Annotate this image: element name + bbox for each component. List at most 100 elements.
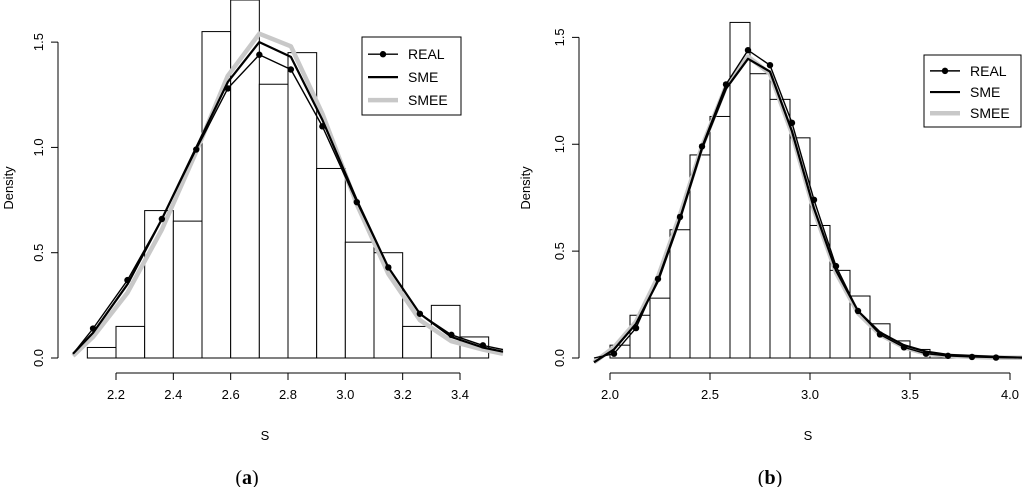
histogram-bar xyxy=(749,73,771,359)
chart-panel-a: 2.2 2.4 2.6 2.8 3.0 3.2 3.4 0.0 0.5 1.0 1.5 S Den… xyxy=(1,0,504,487)
x-axis-a: 2.2 2.4 2.6 2.8 3.0 3.2 3.4 xyxy=(107,372,469,402)
series-line-sme xyxy=(593,57,1023,364)
legend-label-sme: SME xyxy=(970,84,1000,100)
y-tick-label: 0.5 xyxy=(552,242,567,260)
series-point-real xyxy=(676,213,684,221)
series-line-sme xyxy=(72,40,504,355)
series-point-real xyxy=(992,354,1000,361)
panel-label-b-letter: b xyxy=(764,467,775,487)
series-point-real xyxy=(698,143,706,150)
x-tick-label: 2.4 xyxy=(164,387,182,402)
y-tick-label: 0.0 xyxy=(31,349,46,367)
series-point-real xyxy=(654,275,662,283)
histogram-bar xyxy=(769,98,791,359)
series-point-real xyxy=(416,310,424,317)
series-point-real xyxy=(158,215,166,223)
series-point-real xyxy=(722,81,730,88)
x-tick-label: 3.2 xyxy=(394,387,412,402)
y-axis-a: 0.0 0.5 1.0 1.5 xyxy=(31,33,59,367)
y-tick-label: 1.5 xyxy=(552,28,567,46)
histogram-bar xyxy=(669,229,691,359)
histogram-bar xyxy=(789,137,811,359)
series-line-smee xyxy=(71,31,504,358)
x-axis-label-b: S xyxy=(804,428,813,443)
series-line-real xyxy=(593,49,1019,359)
y-tick-label: 0.5 xyxy=(31,244,46,262)
histogram-bar xyxy=(115,325,146,359)
histogram-bar xyxy=(287,52,318,359)
panel-label-a: (a) xyxy=(235,467,258,487)
legend-label-real: REAL xyxy=(408,46,445,62)
density-curves-a xyxy=(71,31,504,358)
x-tick-label: 3.0 xyxy=(336,387,354,402)
series-point-real xyxy=(832,262,840,270)
legend-b: REAL SME SMEE xyxy=(923,54,1022,128)
x-tick-label: 2.2 xyxy=(107,387,125,402)
legend-label-smee: SMEE xyxy=(970,105,1010,121)
histogram-bar xyxy=(172,220,203,359)
y-tick-label: 1.0 xyxy=(31,138,46,156)
legend-label-smee: SMEE xyxy=(408,92,448,108)
histogram-bar xyxy=(649,297,671,359)
legend-label-sme: SME xyxy=(408,69,438,85)
series-point-real xyxy=(744,47,752,54)
series-point-real xyxy=(448,331,455,339)
series-point-real xyxy=(193,146,200,153)
series-point-real xyxy=(766,61,774,69)
series-point-real xyxy=(944,352,952,360)
series-point-real xyxy=(876,331,884,338)
y-axis-label-a: Density xyxy=(1,166,16,210)
x-tick-label: 3.0 xyxy=(801,387,819,402)
histogram-bar xyxy=(629,314,651,359)
series-point-real xyxy=(922,350,930,357)
series-point-real xyxy=(224,85,231,92)
series-point-real xyxy=(385,264,392,271)
legend-a: REAL SME SMEE xyxy=(361,36,462,116)
x-tick-label: 4.0 xyxy=(1001,387,1019,402)
series-point-real xyxy=(632,324,640,332)
panel-label-a-letter: a xyxy=(242,467,252,487)
histogram-bar xyxy=(86,346,117,359)
legend-marker-real xyxy=(379,51,387,58)
panel-label-b: (b) xyxy=(758,467,782,487)
series-point-real xyxy=(900,344,908,351)
y-tick-label: 0.0 xyxy=(552,349,567,367)
x-axis-label-a: S xyxy=(261,428,270,443)
series-point-real xyxy=(353,198,360,206)
x-axis-b: 2.0 2.5 3.0 3.5 4.0 xyxy=(601,372,1019,402)
series-point-real xyxy=(479,342,487,349)
histogram-bar xyxy=(344,241,375,359)
x-tick-label: 3.4 xyxy=(451,387,469,402)
series-point-real xyxy=(810,196,818,204)
series-point-real xyxy=(854,307,862,315)
y-tick-label: 1.5 xyxy=(31,33,46,51)
x-tick-label: 2.0 xyxy=(601,387,619,402)
histogram-bar xyxy=(258,83,289,359)
series-point-real xyxy=(610,350,618,357)
histogram-bar xyxy=(316,167,346,359)
series-point-real xyxy=(968,353,976,361)
histogram-bar xyxy=(709,115,731,359)
series-point-real xyxy=(319,123,326,130)
series-point-real xyxy=(256,51,263,58)
histogram-bar xyxy=(402,325,432,359)
histogram-bar xyxy=(689,154,711,359)
density-curves-b xyxy=(592,47,1023,365)
series-point-real xyxy=(287,66,295,73)
x-tick-label: 3.5 xyxy=(901,387,919,402)
legend-label-real: REAL xyxy=(970,63,1007,79)
histogram-bars-a xyxy=(86,0,490,359)
series-point-real xyxy=(124,276,131,284)
histogram-bar xyxy=(373,252,404,359)
legend-marker-real xyxy=(941,67,949,75)
y-axis-b: 0.0 0.5 1.0 1.5 xyxy=(552,28,580,367)
y-tick-label: 1.0 xyxy=(552,135,567,153)
x-tick-label: 2.5 xyxy=(701,387,719,402)
chart-panel-b: 2.0 2.5 3.0 3.5 4.0 0.0 0.5 1.0 1.5 S Density R… xyxy=(518,21,1023,487)
x-tick-label: 2.8 xyxy=(279,387,297,402)
x-tick-label: 2.6 xyxy=(222,387,240,402)
series-point-real xyxy=(89,325,97,332)
series-point-real xyxy=(788,119,796,127)
y-axis-label-b: Density xyxy=(518,166,533,210)
